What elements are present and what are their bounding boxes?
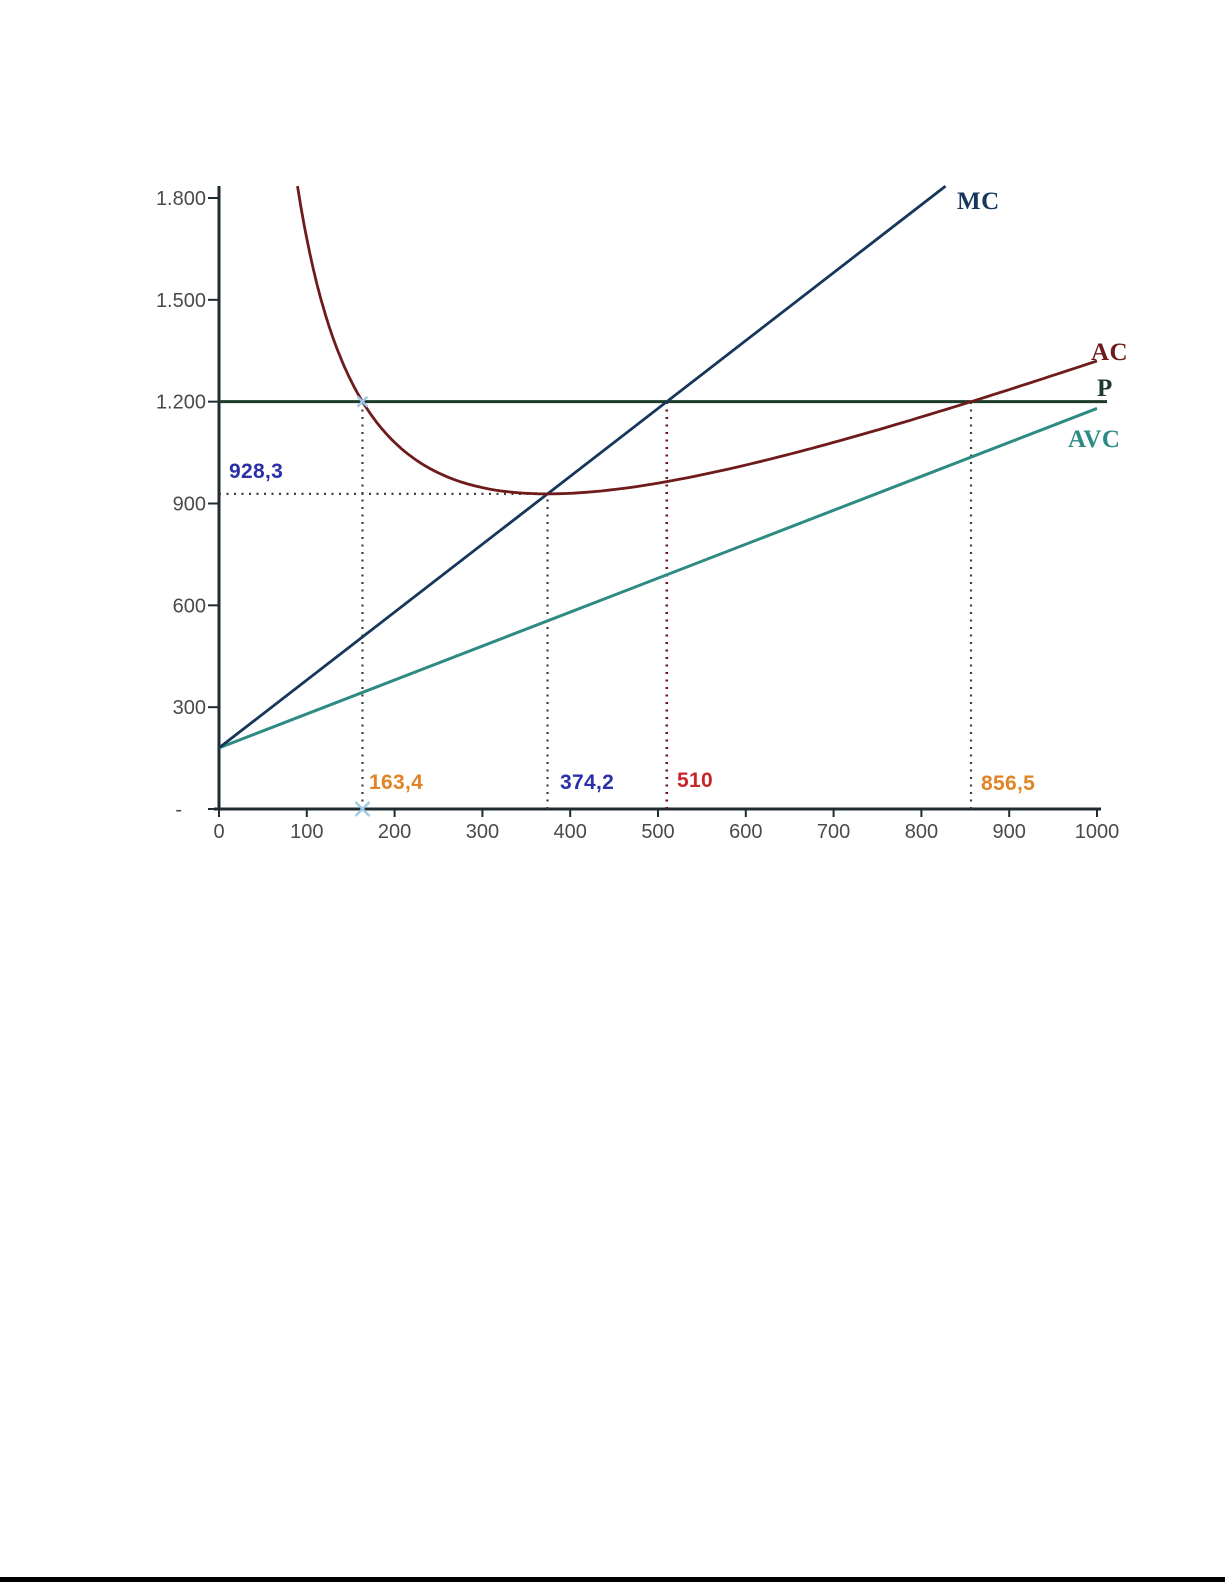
ac-curve (296, 185, 1098, 496)
data-marker-x (354, 801, 371, 817)
mc-curve-label: MC (957, 188, 1000, 215)
x-tick-label: 200 (378, 821, 411, 843)
x-tick-label: 0 (213, 821, 224, 843)
x-tick-label: 400 (554, 821, 587, 843)
x-tick-label: 100 (290, 821, 323, 843)
mc-curve (218, 185, 947, 750)
ac-curve-label: AC (1091, 339, 1129, 366)
marker-stroke (356, 395, 369, 408)
avc-curve (218, 407, 1098, 750)
annotation-mc-equals-p-qty: 510 (677, 769, 713, 792)
annotation-breakeven-low: 163,4 (369, 771, 424, 794)
y-tick-label: 900 (173, 493, 206, 515)
y-tick-label: 600 (173, 595, 206, 617)
marker-stroke (354, 801, 371, 817)
y-tick-label: 300 (173, 697, 206, 719)
annotation-ac-min-value: 928,3 (229, 460, 284, 483)
x-tick-label: 900 (993, 821, 1026, 843)
avc-curve-label: AVC (1068, 426, 1121, 453)
x-tick-label: 500 (641, 821, 674, 843)
x-tick-label: 700 (817, 821, 850, 843)
y-tick-label: 1.800 (156, 188, 206, 210)
y-tick-label: - (175, 799, 182, 821)
x-tick-label: 800 (905, 821, 938, 843)
annotation-breakeven-high: 856,5 (981, 772, 1036, 795)
x-tick-label: 1000 (1075, 821, 1120, 843)
y-tick-label: 1.500 (156, 290, 206, 312)
cost-curves-chart: 1.800 1.500 1.200 900 600 300 - 0 100 200 300 400 50… (156, 185, 1129, 843)
x-tick-label: 600 (729, 821, 762, 843)
price-line-label: P (1097, 375, 1113, 402)
data-marker-x (356, 395, 369, 408)
y-tick-label: 1.200 (156, 392, 206, 414)
x-tick-label: 300 (466, 821, 499, 843)
annotation-ac-minimum-qty: 374,2 (560, 771, 615, 794)
chart-canvas: 1.800 1.500 1.200 900 600 300 - 0 100 200 300 400 50… (156, 185, 1120, 843)
page-bottom-rule (0, 1577, 1225, 1582)
